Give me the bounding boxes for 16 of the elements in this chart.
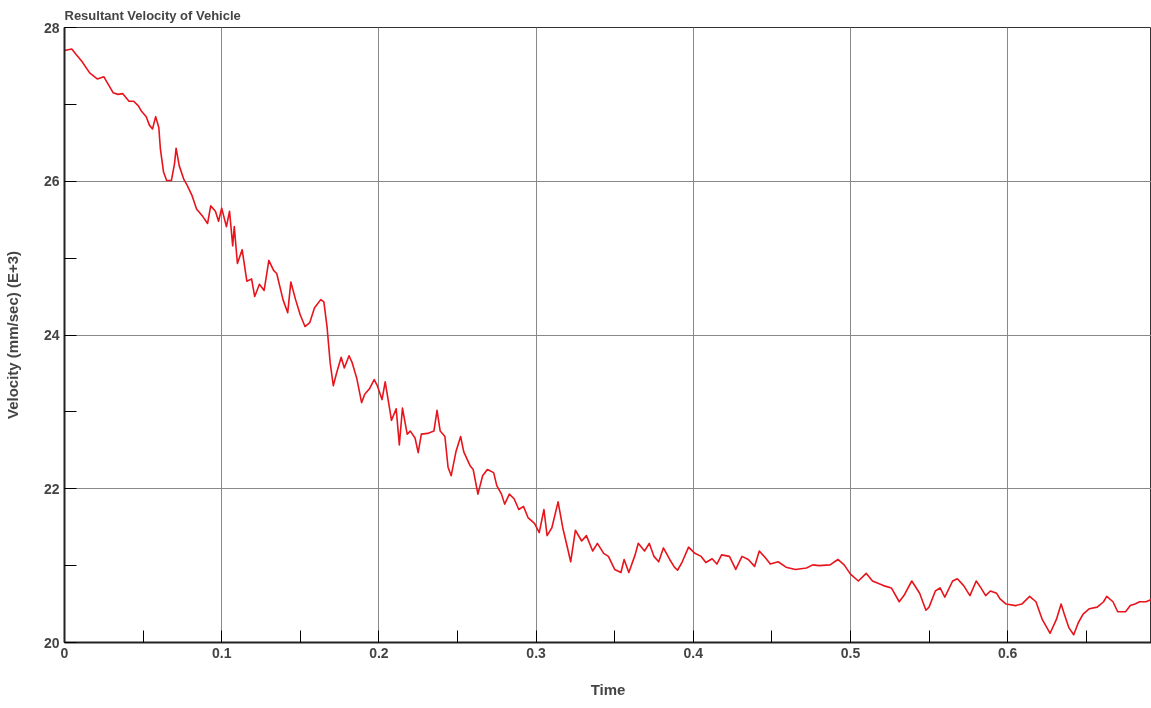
chart-title: Resultant Velocity of Vehicle (64, 7, 241, 23)
x-tick-label: 0 (60, 644, 69, 661)
y-axis-title: Velocity (mm/sec) (E+3) (3, 250, 21, 419)
x-tick-label: 0.3 (526, 644, 547, 661)
x-axis-title: Time (590, 680, 626, 698)
x-tick-label: 0.4 (683, 644, 704, 661)
line-series (64, 48, 1151, 636)
x-tick-label: 0.5 (840, 644, 861, 661)
y-tick-label: 20 (43, 634, 60, 651)
y-tick-label: 28 (43, 19, 60, 36)
x-tick-label: 0.6 (997, 644, 1018, 661)
y-tick-label: 26 (43, 173, 60, 190)
y-tick-label: 24 (43, 327, 60, 343)
x-tick-label: 0.1 (211, 644, 232, 661)
y-tick-label: 22 (43, 480, 60, 497)
x-tick-label: 0.2 (369, 644, 389, 661)
